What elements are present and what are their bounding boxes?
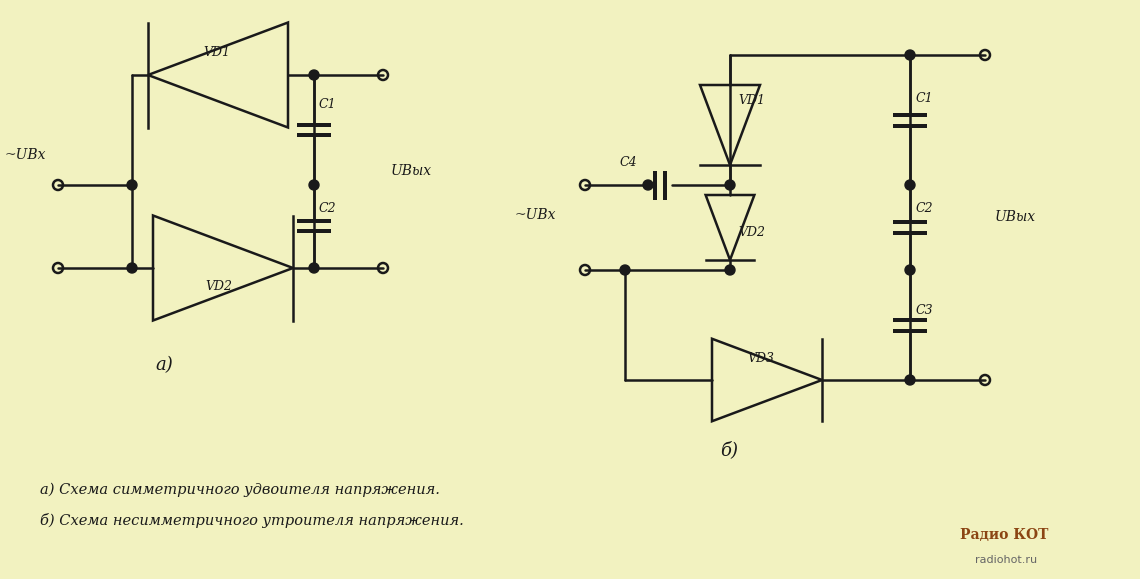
Circle shape (905, 375, 915, 385)
Circle shape (905, 50, 915, 60)
Circle shape (127, 263, 137, 273)
Text: VD2: VD2 (205, 280, 233, 292)
Text: radiohot.ru: radiohot.ru (975, 555, 1037, 565)
Circle shape (309, 263, 319, 273)
Text: C2: C2 (917, 203, 934, 215)
Text: VD1: VD1 (203, 46, 230, 60)
Text: C1: C1 (319, 98, 336, 112)
Text: VD1: VD1 (738, 93, 765, 107)
Text: Радио КОТ: Радио КОТ (960, 528, 1049, 542)
Text: UВых: UВых (391, 164, 432, 178)
Text: UВых: UВых (995, 210, 1036, 224)
Circle shape (127, 180, 137, 190)
Circle shape (643, 180, 653, 190)
Text: а): а) (155, 356, 173, 374)
Circle shape (620, 265, 630, 275)
Text: VD2: VD2 (738, 225, 765, 239)
Circle shape (725, 180, 735, 190)
Text: VD3: VD3 (747, 351, 774, 365)
Text: C3: C3 (917, 303, 934, 317)
Circle shape (309, 70, 319, 80)
Circle shape (905, 265, 915, 275)
Text: C1: C1 (917, 91, 934, 104)
Text: б) Схема несимметричного утроителя напряжения.: б) Схема несимметричного утроителя напря… (40, 512, 464, 527)
Circle shape (309, 180, 319, 190)
Text: ~UВх: ~UВх (5, 148, 47, 162)
Text: б): б) (720, 441, 738, 459)
Circle shape (725, 265, 735, 275)
Circle shape (905, 180, 915, 190)
Text: а) Схема симметричного удвоителя напряжения.: а) Схема симметричного удвоителя напряже… (40, 483, 440, 497)
Text: C2: C2 (319, 201, 336, 214)
Text: C4: C4 (620, 156, 637, 170)
Text: ~UВх: ~UВх (515, 208, 556, 222)
